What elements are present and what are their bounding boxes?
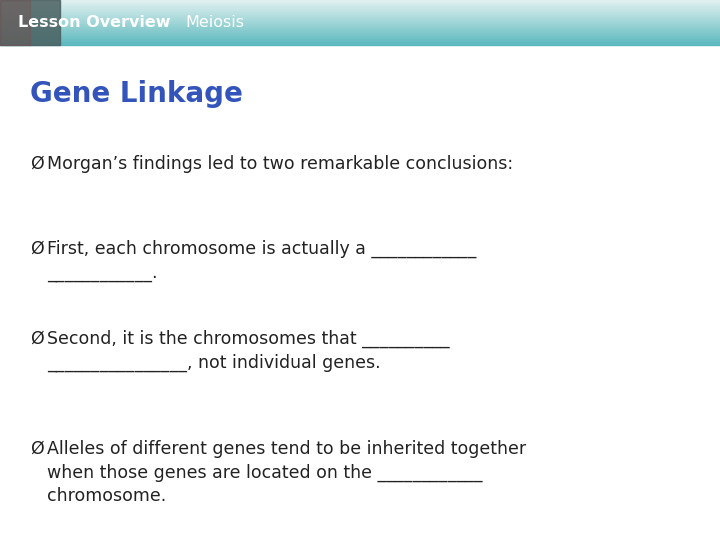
Bar <box>0 16 720 17</box>
Text: Meiosis: Meiosis <box>185 15 244 30</box>
Bar <box>0 22 720 23</box>
Text: First, each chromosome is actually a ____________
____________.: First, each chromosome is actually a ___… <box>47 240 477 282</box>
Bar <box>0 26 720 27</box>
Bar <box>0 32 720 33</box>
Bar <box>0 13 720 14</box>
Bar <box>0 0 30 45</box>
Bar <box>0 38 720 39</box>
Bar <box>0 36 720 37</box>
Bar <box>0 0 720 1</box>
Bar <box>0 2 720 3</box>
Bar <box>0 25 720 26</box>
Bar <box>0 28 720 29</box>
Text: Gene Linkage: Gene Linkage <box>30 80 243 108</box>
Bar <box>0 3 720 4</box>
Bar <box>0 0 60 45</box>
Bar <box>0 8 720 9</box>
Bar <box>0 41 720 42</box>
Bar <box>0 44 720 45</box>
Text: Morgan’s findings led to two remarkable conclusions:: Morgan’s findings led to two remarkable … <box>47 155 513 173</box>
Bar <box>0 30 720 31</box>
Bar <box>0 5 720 6</box>
Bar <box>0 24 720 25</box>
Bar <box>0 39 720 40</box>
Bar <box>0 12 720 13</box>
Bar <box>0 43 720 44</box>
Bar <box>0 1 720 2</box>
Bar <box>0 23 720 24</box>
Bar <box>0 4 720 5</box>
Text: Lesson Overview: Lesson Overview <box>18 15 171 30</box>
Bar <box>0 40 720 41</box>
Bar <box>0 20 720 21</box>
Bar <box>0 27 720 28</box>
Bar <box>0 15 720 16</box>
Bar <box>0 31 720 32</box>
Text: Ø: Ø <box>30 155 44 173</box>
Bar <box>0 42 720 43</box>
Text: Alleles of different genes tend to be inherited together
when those genes are lo: Alleles of different genes tend to be in… <box>47 440 526 505</box>
Bar <box>0 21 720 22</box>
Text: Ø: Ø <box>30 330 44 348</box>
Text: Second, it is the chromosomes that __________
________________, not individual g: Second, it is the chromosomes that _____… <box>47 330 449 372</box>
Bar <box>0 10 720 11</box>
Bar <box>0 35 720 36</box>
Bar <box>0 18 720 19</box>
Bar <box>0 11 720 12</box>
Bar <box>0 9 720 10</box>
Bar <box>0 29 720 30</box>
Bar <box>0 37 720 38</box>
Bar <box>0 6 720 8</box>
Text: Ø: Ø <box>30 240 44 258</box>
Bar <box>0 14 720 15</box>
Bar <box>0 19 720 20</box>
Bar <box>0 33 720 35</box>
Text: Ø: Ø <box>30 440 44 458</box>
Bar <box>0 17 720 18</box>
